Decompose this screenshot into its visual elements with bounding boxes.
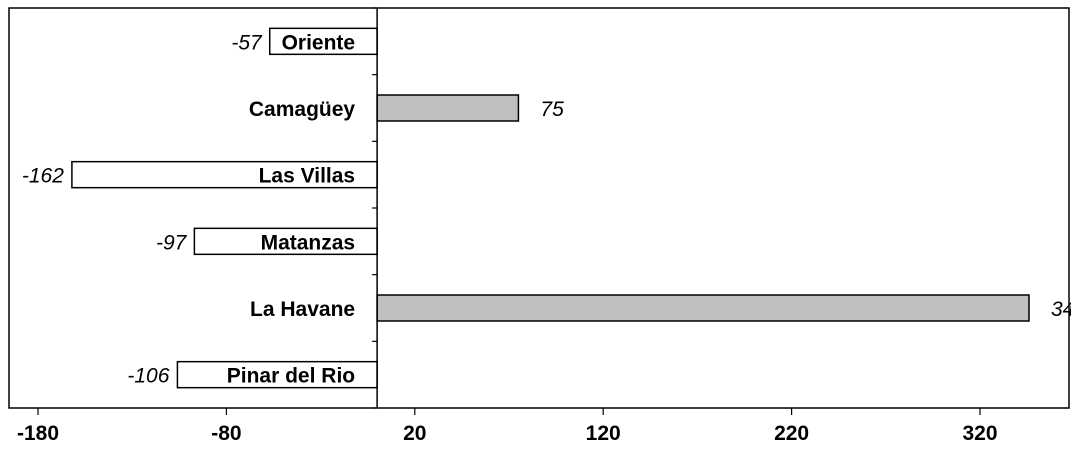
x-tick-label: 320 [962, 422, 997, 445]
bar [268, 27, 378, 56]
category-label: Oriente [282, 31, 356, 54]
value-label: 346 [1051, 298, 1071, 321]
value-label: -106 [127, 365, 169, 388]
value-label: 75 [540, 98, 564, 121]
x-tick-label: 220 [774, 422, 809, 445]
bar [376, 94, 520, 122]
x-tick-label: 120 [586, 422, 621, 445]
category-label: Matanzas [261, 231, 356, 254]
value-label: -162 [22, 165, 64, 188]
value-label: -97 [156, 231, 188, 254]
category-label: La Havane [250, 298, 355, 321]
x-tick-label: -180 [17, 422, 59, 445]
plot-frame [8, 7, 1070, 409]
bar [193, 227, 378, 256]
x-tick-label: -80 [211, 422, 241, 445]
x-tick-label: 20 [403, 422, 426, 445]
category-label: Las Villas [259, 165, 356, 188]
category-label: Pinar del Rio [227, 365, 355, 388]
bar [71, 160, 378, 189]
category-label: Camagüey [249, 98, 356, 121]
bar [376, 294, 1030, 322]
value-label: -57 [231, 31, 263, 54]
